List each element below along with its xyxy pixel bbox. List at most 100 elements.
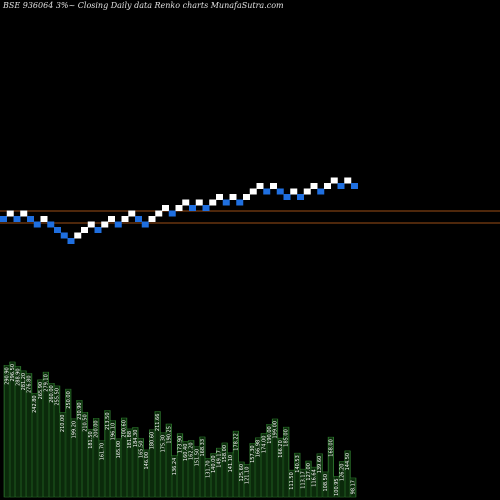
volume-label: 180.60 xyxy=(150,432,156,450)
volume-bar xyxy=(121,417,127,498)
volume-bar xyxy=(300,469,306,498)
renko-brick-up xyxy=(290,188,298,195)
renko-brick-up xyxy=(249,188,257,195)
volume-bar xyxy=(339,461,345,498)
volume-bar xyxy=(322,471,328,498)
renko-brick-up xyxy=(81,227,88,233)
volume-label: 276.80 xyxy=(27,376,33,394)
volume-label: 213.50 xyxy=(105,413,111,431)
volume-label: 279.10 xyxy=(43,374,49,392)
volume-bar xyxy=(278,438,284,498)
renko-brick-down xyxy=(0,216,7,222)
volume-bar xyxy=(233,431,239,498)
renko-brick-up xyxy=(195,199,203,206)
volume-label: 127.00 xyxy=(306,463,312,481)
volume-label: 184.30 xyxy=(133,430,139,448)
volume-bar xyxy=(294,453,300,498)
volume-bar xyxy=(199,436,205,498)
volume-bar xyxy=(171,455,177,498)
volume-bar xyxy=(155,411,161,498)
renko-brick-up xyxy=(162,205,169,211)
renko-brick-down xyxy=(276,188,284,195)
renko-brick-up xyxy=(101,221,109,228)
volume-bar xyxy=(43,372,49,498)
volume-label: 211.66 xyxy=(155,414,161,432)
renko-brick-down xyxy=(168,210,176,217)
volume-bar xyxy=(350,477,356,498)
volume-label: 108.50 xyxy=(323,474,329,492)
volume-bar xyxy=(250,443,256,498)
volume-label: 200.60 xyxy=(122,420,128,438)
volume-label: 161.70 xyxy=(99,443,105,461)
renko-brick-up xyxy=(344,177,352,184)
renko-brick-down xyxy=(317,188,325,195)
volume-label: 160.40 xyxy=(183,444,189,462)
volume-bar xyxy=(76,400,82,498)
volume-bar xyxy=(255,437,261,498)
renko-brick-up xyxy=(270,183,277,189)
volume-label: 157.30 xyxy=(250,445,256,463)
renko-brick-up xyxy=(209,199,217,206)
volume-labels: 290.90 296.50 288.90 281.20 276.80242.80265.… xyxy=(4,364,356,496)
volume-label: 141.10 xyxy=(228,455,234,473)
volume-bar xyxy=(32,393,38,498)
renko-brick-down xyxy=(351,183,358,189)
renko-brick-up xyxy=(6,210,14,217)
renko-brick-up xyxy=(256,183,264,189)
renko-brick-up xyxy=(310,183,318,189)
volume-bar xyxy=(177,433,183,498)
renko-brick-up xyxy=(175,205,183,211)
volume-label: 166.20 xyxy=(278,440,284,458)
volume-bar xyxy=(49,383,54,498)
volume-bar xyxy=(138,438,144,498)
volume-label: 181.88 xyxy=(127,431,133,449)
volume-label: 230.90 xyxy=(77,402,83,420)
renko-brick-up xyxy=(229,194,237,200)
renko-brick-up xyxy=(324,183,331,189)
volume-bar xyxy=(15,366,21,498)
volume-label: 168.33 xyxy=(200,439,206,457)
volume-label: 146.00 xyxy=(144,452,150,470)
renko-brick-up xyxy=(128,210,136,217)
volume-label: 151.50 xyxy=(194,449,200,467)
renko-brick-down xyxy=(135,216,142,222)
volume-label: 210.00 xyxy=(60,415,66,433)
volume-bar xyxy=(37,379,43,498)
volume-bar xyxy=(21,370,27,498)
volume-label: 190.00 xyxy=(267,426,273,444)
renko-brick-down xyxy=(283,194,291,200)
volume-label: 242.80 xyxy=(32,395,38,413)
volume-bar xyxy=(289,470,295,498)
renko-brick-down xyxy=(33,221,41,228)
volume-label: 166.98 xyxy=(256,440,262,458)
volume-label: 200.00 xyxy=(94,420,100,438)
volume-bar xyxy=(149,429,155,498)
volume-bar xyxy=(166,423,172,498)
volume-label: 190.25 xyxy=(166,426,172,444)
volume-label: 250.00 xyxy=(66,391,72,409)
renko-brick-down xyxy=(337,183,345,189)
volume-label: 116.64 xyxy=(312,469,318,487)
volume-bar xyxy=(160,432,166,498)
volume-bar xyxy=(60,412,66,498)
volume-area xyxy=(3,361,357,498)
volume-bar xyxy=(26,373,32,498)
volume-label: 125.60 xyxy=(239,464,245,482)
volume-bar xyxy=(227,452,233,498)
reference-lines xyxy=(0,210,500,224)
renko-brick-down xyxy=(114,221,122,228)
volume-label: 173.90 xyxy=(178,436,184,454)
renko-brick-down xyxy=(47,221,55,228)
volume-label: 144.50 xyxy=(345,453,351,471)
volume-label: 196.10 xyxy=(111,423,117,441)
volume-label: 111.50 xyxy=(289,472,295,490)
volume-bar xyxy=(116,438,121,498)
volume-label: 296.50 xyxy=(10,364,16,382)
volume-bar xyxy=(216,448,222,498)
volume-bar xyxy=(144,449,149,498)
volume-label: 210.50 xyxy=(83,414,89,432)
volume-bar xyxy=(211,453,216,498)
volume-label: 139.60 xyxy=(317,456,323,474)
volume-bar xyxy=(9,361,15,498)
volume-bar xyxy=(244,464,250,498)
